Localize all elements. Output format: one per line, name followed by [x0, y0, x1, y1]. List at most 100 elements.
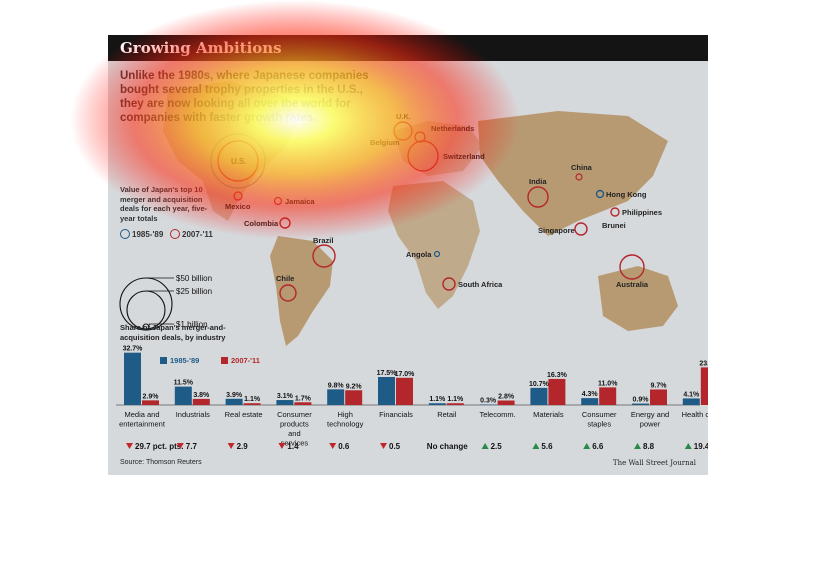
change-label: 5.6: [541, 442, 553, 451]
label-china: China: [571, 163, 593, 172]
label-uk: U.K.: [396, 112, 411, 121]
category-label: Consumer: [582, 410, 617, 419]
category-label: products: [280, 420, 309, 429]
bar-2007-2: [243, 403, 261, 405]
down-arrow-icon: [227, 443, 235, 449]
source-note: Source: Thomson Reuters: [120, 459, 202, 466]
category-label: services: [281, 439, 309, 448]
south-america-shape: [270, 236, 333, 346]
bar-1985-9: [581, 398, 599, 405]
bar-1985-3: [276, 400, 294, 405]
title-bar: Growing Ambitions: [108, 35, 708, 61]
bar-2007-1: [192, 398, 210, 405]
category-label: staples: [587, 420, 611, 429]
category-label: Media and: [124, 410, 159, 419]
category-label: Telecomm.: [479, 410, 515, 419]
label-philippines: Philippines: [622, 208, 662, 217]
change-label: 2.5: [491, 442, 503, 451]
bar-2007-9: [599, 387, 617, 405]
bubble-angola: [433, 250, 441, 258]
category-label: power: [640, 420, 661, 429]
value-label: 2.8%: [498, 394, 515, 401]
bar-2007-6: [446, 403, 464, 405]
label-brunei: Brunei: [602, 221, 626, 230]
label-hong-kong: Hong Kong: [606, 190, 647, 199]
label-jamaica: Jamaica: [285, 197, 315, 206]
label-belgium: Belgium: [370, 138, 400, 147]
change-label: 1.4: [287, 442, 299, 451]
value-label: 9.8%: [328, 382, 345, 389]
category-label: Materials: [533, 410, 564, 419]
value-label: 1.1%: [244, 396, 261, 403]
bubble-jamaica: [273, 196, 283, 206]
up-arrow-icon: [684, 443, 692, 449]
label-netherlands: Netherlands: [431, 124, 474, 133]
down-arrow-icon: [126, 443, 133, 449]
bubble-colombia: [279, 217, 291, 229]
up-arrow-icon: [532, 443, 540, 449]
up-arrow-icon: [634, 443, 641, 449]
category-label: Health care: [682, 410, 708, 419]
category-label: Energy and: [631, 410, 669, 419]
change-label: No change: [427, 442, 468, 451]
bubble-india: [527, 186, 549, 208]
category-label: High: [337, 410, 352, 419]
legend-swatch: [160, 357, 167, 364]
legend-size-50: $50 billion: [176, 274, 212, 283]
value-label: 17.0%: [395, 371, 416, 378]
bar-2007-7: [497, 400, 515, 405]
map-legend-period2: 2007-'11: [170, 229, 213, 239]
value-label: 4.1%: [683, 391, 700, 398]
intro-text: Unlike the 1980s, where Japanese compani…: [120, 70, 369, 124]
label-australia: Australia: [616, 280, 649, 289]
bar-1985-5: [378, 377, 395, 405]
change-label: 19.4: [694, 442, 708, 451]
bar-2007-10: [650, 389, 667, 405]
up-arrow-icon: [583, 443, 591, 449]
ring-icon: [170, 229, 180, 239]
value-label: 17.5%: [377, 370, 398, 377]
change-label: 0.5: [389, 442, 401, 451]
value-label: 11.5%: [174, 380, 194, 387]
bar-1985-0: [124, 352, 141, 405]
bar-1985-6: [428, 403, 446, 405]
legend-size-1: $1 billion: [176, 320, 208, 329]
value-label: 1.7%: [295, 395, 312, 402]
change-label: 0.6: [338, 442, 350, 451]
down-arrow-icon: [380, 443, 387, 449]
page-title: Growing Ambitions: [120, 39, 282, 57]
bubble-chile: [279, 284, 297, 302]
legend-size-25: $25 billion: [176, 287, 212, 296]
bar-2007-11: [700, 367, 708, 405]
down-arrow-icon: [278, 443, 286, 449]
value-label: 1.1%: [447, 396, 464, 403]
category-label: Retail: [437, 410, 457, 419]
legend-swatch: [221, 357, 228, 364]
australia-shape: [598, 266, 678, 331]
change-label: 6.6: [592, 442, 604, 451]
category-label: Consumer: [277, 410, 312, 419]
asia-shape: [478, 111, 668, 236]
value-label: 3.8%: [193, 392, 210, 399]
bar-1985-2: [225, 398, 243, 405]
category-label: Real estate: [225, 410, 263, 419]
value-label: 0.3%: [480, 398, 497, 405]
bubble-australia: [619, 254, 645, 280]
label-india: India: [529, 177, 547, 186]
category-label: and: [288, 429, 301, 438]
label-brazil: Brazil: [313, 236, 333, 245]
change-label: 7.7: [186, 442, 198, 451]
value-label: 11.0%: [598, 380, 618, 387]
bar-1985-8: [530, 387, 548, 405]
africa-shape: [388, 181, 480, 309]
value-label: 2.9%: [143, 393, 160, 400]
label-mexico: Mexico: [225, 202, 251, 211]
bar-2007-5: [396, 377, 413, 405]
value-label: 32.7%: [123, 346, 144, 353]
ring-icon: [120, 229, 130, 239]
value-label: 1.1%: [429, 396, 446, 403]
bubble-philippines: [610, 207, 620, 217]
bar-2007-4: [345, 390, 363, 405]
map-legend-period1: 1985-'89: [120, 229, 163, 239]
